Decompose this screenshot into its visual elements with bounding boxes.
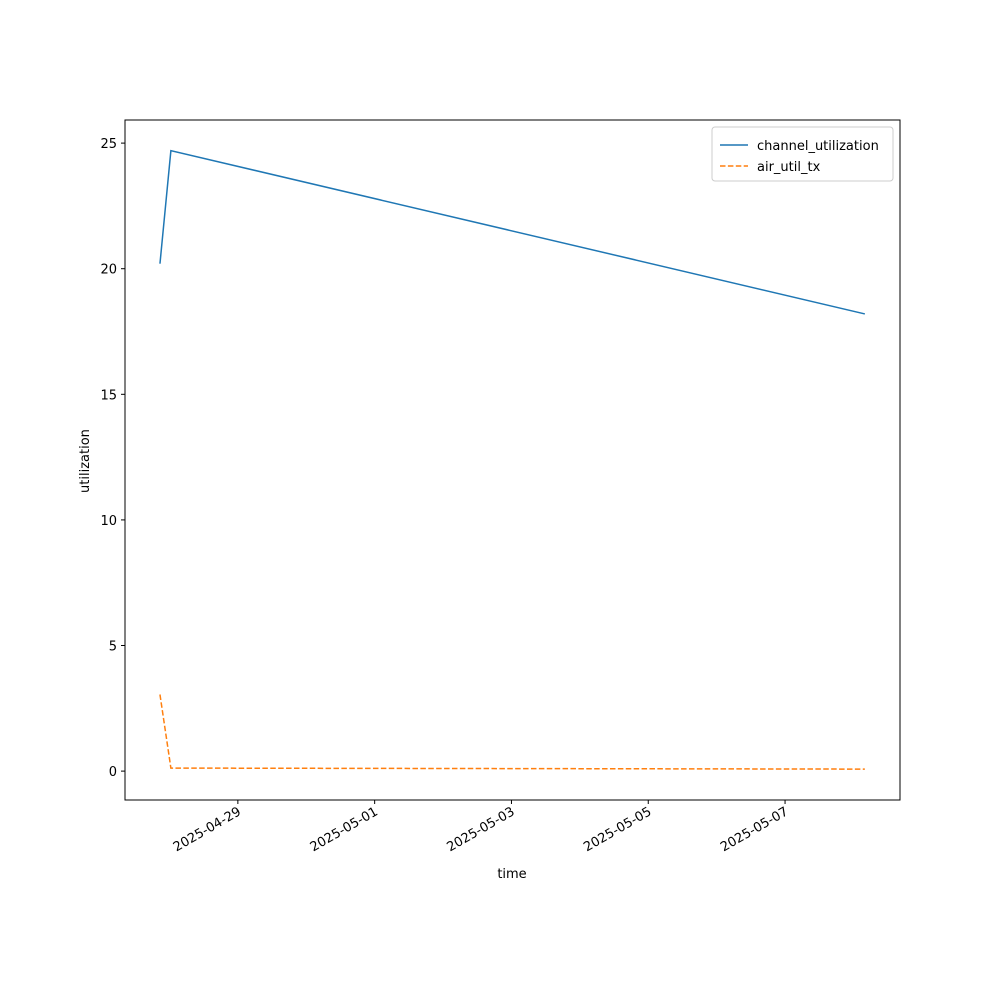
data-line (159, 149, 866, 315)
data-line (159, 694, 865, 770)
legend-box (711, 126, 894, 182)
y-axis-label: utilization (78, 429, 93, 493)
y-tick-label: 0 (109, 765, 117, 780)
axes-frame (124, 119, 901, 801)
y-tick-label: 25 (100, 137, 117, 152)
y-tick-label: 10 (100, 514, 117, 529)
y-tick-label: 15 (100, 388, 117, 403)
y-tick-label: 20 (100, 263, 117, 278)
y-tick-label: 5 (109, 640, 117, 655)
legend-label: air_util_tx (757, 160, 821, 175)
x-axis-label: time (497, 867, 526, 882)
legend-label: channel_utilization (757, 139, 879, 154)
